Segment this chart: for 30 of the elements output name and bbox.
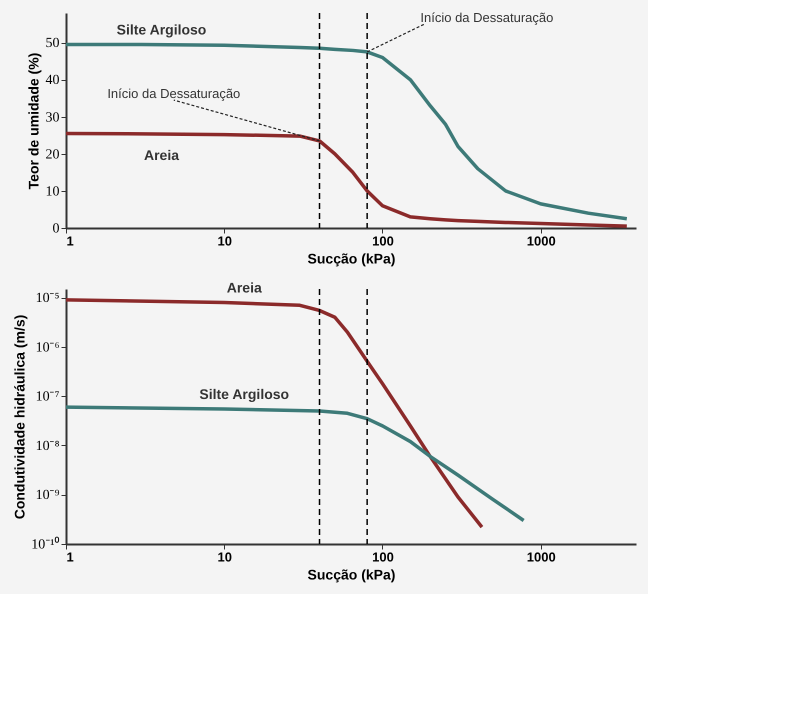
x-tick-label: 100: [372, 234, 394, 248]
y-tick-label: 40: [46, 73, 60, 88]
y-tick-label: 10⁻⁶: [36, 340, 60, 356]
x-tick-label: 10: [218, 234, 232, 248]
series-label: Silte Argiloso: [116, 22, 206, 38]
y-tick-label: 30: [46, 110, 60, 126]
series-label: Areia: [226, 279, 262, 296]
x-tick-label: 100: [372, 550, 394, 564]
series-label: Areia: [144, 146, 180, 163]
x-tick-label: 1: [66, 234, 74, 248]
x-tick-label: 10: [218, 550, 232, 564]
y-tick-label: 50: [46, 36, 60, 52]
y-tick-label: 10⁻⁵: [36, 291, 60, 306]
y-tick-label: 10⁻¹⁰: [31, 536, 60, 552]
y-tick-label: 0: [52, 222, 60, 236]
y-tick-label: 20: [46, 147, 60, 162]
annotation: Início da Dessaturação: [420, 10, 554, 26]
series-label: Silte Argiloso: [199, 386, 290, 402]
y-tick-label: 10⁻⁷: [36, 390, 60, 405]
x-tick-label: 1000: [526, 550, 556, 564]
y-tick-label: 10⁻⁸: [36, 438, 60, 454]
y-axis-title: Condutividade hidráulica (m/s): [11, 314, 28, 520]
x-axis-title: Sucção (kPa): [308, 566, 396, 582]
x-tick-label: 1000: [526, 234, 556, 248]
x-tick-label: 1: [66, 550, 74, 564]
y-tick-label: 10⁻⁹: [36, 488, 60, 504]
y-axis-title: Teor de umidade (%): [26, 52, 42, 190]
annotation: Início da Dessaturação: [107, 86, 240, 102]
y-tick-label: 10: [46, 184, 60, 200]
x-axis-title: Sucção (kPa): [308, 250, 396, 266]
